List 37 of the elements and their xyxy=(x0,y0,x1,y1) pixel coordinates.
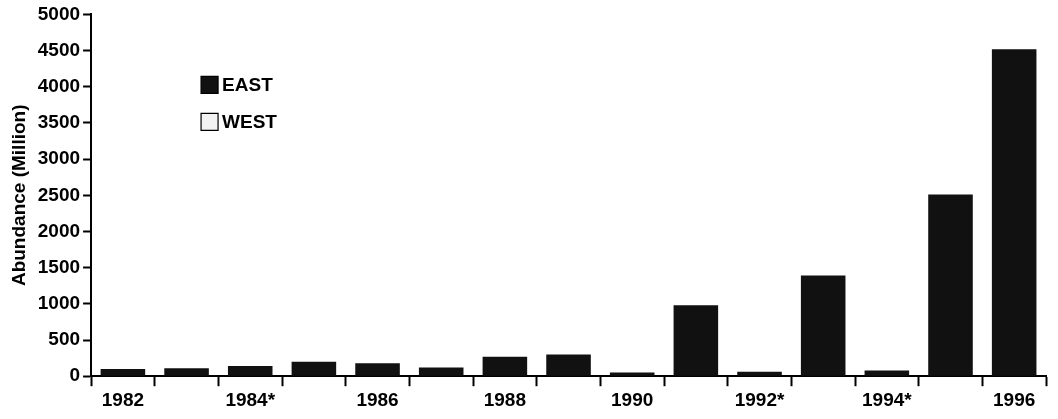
y-tick-label: 500 xyxy=(48,328,81,350)
y-tick-label: 4500 xyxy=(37,38,81,60)
y-axis-title: Abundance (Million) xyxy=(7,104,29,287)
bar xyxy=(928,194,973,376)
x-tick-label: 1996 xyxy=(993,388,1036,410)
x-tick-label: 1994* xyxy=(862,388,913,410)
bar xyxy=(800,275,846,376)
x-tick-label: 1984* xyxy=(225,388,276,410)
x-tick-label: 1992* xyxy=(734,388,785,410)
bar xyxy=(291,361,337,376)
y-tick-label: 3000 xyxy=(37,147,81,169)
y-tick-label: 1000 xyxy=(37,292,81,314)
legend-label: WEST xyxy=(222,110,278,132)
y-tick-label: 2500 xyxy=(37,183,81,205)
bar xyxy=(164,368,209,376)
bar xyxy=(546,354,591,376)
y-tick-label: 5000 xyxy=(37,2,81,24)
bar xyxy=(355,363,400,376)
y-tick-label: 0 xyxy=(69,364,81,386)
bar xyxy=(737,371,782,376)
x-tick-label: 1990 xyxy=(611,388,654,410)
bar xyxy=(227,366,273,376)
y-tick-label: 2000 xyxy=(37,219,81,241)
y-tick-label: 1500 xyxy=(37,255,81,277)
x-tick-label: 1986 xyxy=(356,388,399,410)
bar xyxy=(673,305,719,376)
y-tick-label: 3500 xyxy=(37,111,81,133)
y-tick-label: 4000 xyxy=(37,74,81,96)
x-tick-label: 1988 xyxy=(483,388,527,410)
bar xyxy=(609,372,655,376)
bar xyxy=(991,49,1037,376)
bar xyxy=(864,370,910,376)
legend-label: EAST xyxy=(222,73,274,95)
bar xyxy=(100,368,146,376)
x-tick-label: 1982 xyxy=(101,388,145,410)
bar xyxy=(482,356,528,376)
bar xyxy=(418,367,464,376)
